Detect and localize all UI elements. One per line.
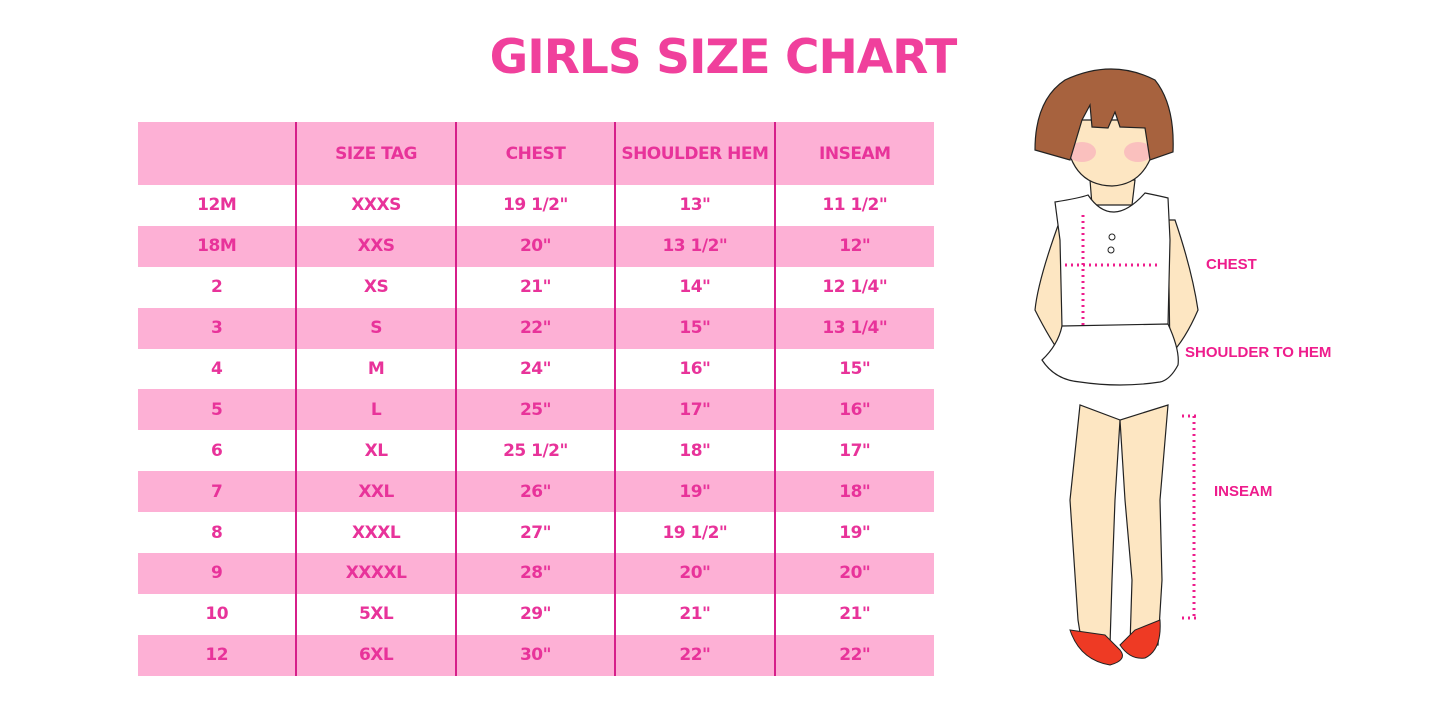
table-cell: 12"	[773, 225, 934, 267]
table-cell: 17"	[773, 430, 934, 472]
table-row: 6 XL 25 1/2" 18" 17"	[138, 430, 934, 472]
table-row: 12M XXXS 19 1/2" 13" 11 1/2"	[138, 185, 934, 226]
table-cell: 25 1/2"	[454, 430, 616, 472]
table-cell: 18"	[614, 430, 775, 472]
chest-label: CHEST	[1206, 256, 1257, 273]
table-cell: 9	[211, 563, 223, 584]
table-cell: XL	[295, 430, 456, 472]
table-cell: 20"	[614, 553, 775, 594]
column-header	[138, 122, 296, 185]
girl-measurement-illustration	[1034, 68, 1200, 666]
table-row: 8 XXXL 27" 19 1/2" 19"	[138, 512, 934, 554]
table-cell: 17"	[614, 389, 775, 431]
column-header: SHOULDER HEM	[614, 122, 775, 185]
table-row: 18M XXS 20" 13 1/2" 12"	[138, 225, 934, 267]
table-cell: 27"	[454, 512, 616, 554]
table-cell: 22"	[614, 634, 775, 676]
table-cell: XS	[295, 266, 456, 308]
table-cell: 15"	[614, 307, 775, 349]
table-cell: 11 1/2"	[773, 185, 934, 226]
table-cell: 28"	[454, 553, 616, 594]
table-cell: 13 1/2"	[614, 225, 775, 267]
table-cell: 21"	[773, 593, 934, 635]
table-cell: XXXS	[295, 185, 456, 226]
shoulder-to-hem-label: SHOULDER TO HEM	[1185, 344, 1332, 361]
table-cell: XXXXL	[295, 553, 456, 594]
table-cell: M	[295, 348, 456, 390]
table-cell: 25"	[454, 389, 616, 431]
table-row: 7 XXL 26" 19" 18"	[138, 471, 934, 513]
table-cell: 19 1/2"	[614, 512, 775, 554]
table-row: 3 S 22" 15" 13 1/4"	[138, 307, 934, 349]
table-cell: 5	[211, 399, 223, 420]
table-cell: 21"	[614, 593, 775, 635]
table-cell: 22"	[454, 307, 616, 349]
table-row: 10 5XL 29" 21" 21"	[138, 593, 934, 635]
table-cell: 12 1/4"	[773, 266, 934, 308]
table-cell: XXL	[295, 471, 456, 513]
page-title: GIRLS SIZE CHART	[489, 30, 958, 85]
table-cell: 20"	[773, 553, 934, 594]
table-cell: 2	[211, 277, 223, 298]
table-cell: 16"	[614, 348, 775, 390]
table-cell: 6XL	[295, 634, 456, 676]
table-cell: 22"	[773, 634, 934, 676]
table-cell: 19"	[614, 471, 775, 513]
table-row: 2 XS 21" 14" 12 1/4"	[138, 266, 934, 308]
table-cell: L	[295, 389, 456, 431]
table-row: 4 M 24" 16" 15"	[138, 348, 934, 390]
table-cell: 12	[205, 645, 229, 666]
table-row: 9 XXXXL 28" 20" 20"	[138, 553, 934, 594]
table-cell: 12M	[197, 195, 237, 216]
table-cell: 20"	[454, 225, 616, 267]
table-cell: 14"	[614, 266, 775, 308]
column-header: INSEAM	[773, 122, 934, 185]
table-cell: 26"	[454, 471, 616, 513]
table-cell: 18"	[773, 471, 934, 513]
table-cell: 18M	[197, 236, 237, 257]
table-cell: 5XL	[295, 593, 456, 635]
table-cell: 21"	[454, 266, 616, 308]
table-cell: 8	[211, 522, 223, 543]
table-cell: 6	[211, 440, 223, 461]
table-cell: 30"	[454, 634, 616, 676]
table-row: 12 6XL 30" 22" 22"	[138, 634, 934, 676]
table-cell: S	[295, 307, 456, 349]
table-cell: 19"	[773, 512, 934, 554]
table-cell: 29"	[454, 593, 616, 635]
table-cell: 13"	[614, 185, 775, 226]
inseam-label: INSEAM	[1214, 483, 1273, 500]
table-cell: 16"	[773, 389, 934, 431]
table-cell: 19 1/2"	[454, 185, 616, 226]
column-header: SIZE TAG	[295, 122, 456, 185]
table-cell: XXS	[295, 225, 456, 267]
table-cell: XXXL	[295, 512, 456, 554]
table-cell: 7	[211, 481, 223, 502]
table-row: 5 L 25" 17" 16"	[138, 389, 934, 431]
table-cell: 13 1/4"	[773, 307, 934, 349]
table-cell: 15"	[773, 348, 934, 390]
table-cell: 4	[211, 359, 223, 379]
table-cell: 3	[211, 318, 223, 339]
size-table: SIZE TAG CHEST SHOULDER HEM INSEAM 12M XXXS 1…	[138, 122, 934, 676]
table-header-row: SIZE TAG CHEST SHOULDER HEM INSEAM	[138, 122, 934, 185]
table-cell: 10	[205, 604, 229, 625]
column-header: CHEST	[454, 122, 616, 185]
table-cell: 24"	[454, 348, 616, 390]
